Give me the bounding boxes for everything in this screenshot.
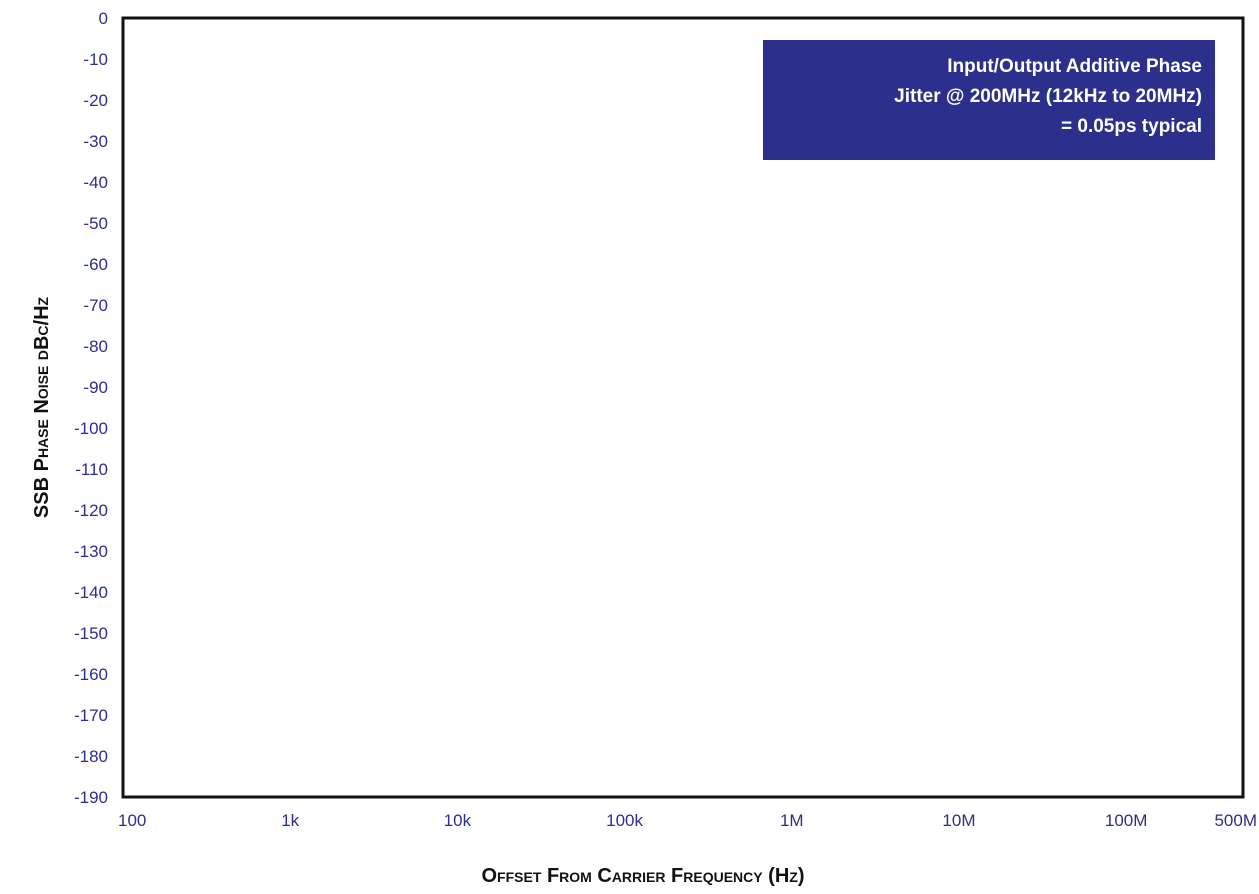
x-tick-label: 1k xyxy=(281,811,299,830)
x-tick-label: 1M xyxy=(780,811,804,830)
plot-border xyxy=(121,16,1245,799)
y-tick-label: -40 xyxy=(83,173,108,192)
y-tick-label: -140 xyxy=(74,583,108,602)
x-axis-ticks: 100 1k 10k 100k 1M 10M 100M 500M xyxy=(118,811,1257,830)
y-tick-label: -190 xyxy=(74,788,108,807)
y-tick-label: -90 xyxy=(83,378,108,397)
x-tick-label: 100k xyxy=(606,811,643,830)
y-tick-label: -180 xyxy=(74,747,108,766)
y-tick-label: -20 xyxy=(83,91,108,110)
y-tick-label: -100 xyxy=(74,419,108,438)
annotation-line-1: Input/Output Additive Phase xyxy=(947,56,1202,77)
x-tick-label: 10k xyxy=(444,811,472,830)
annotation-background xyxy=(763,40,1215,160)
x-tick-label: 100 xyxy=(118,811,146,830)
y-tick-label: -60 xyxy=(83,255,108,274)
y-tick-label: -70 xyxy=(83,296,108,315)
plot-area xyxy=(121,16,1245,799)
y-tick-label: -10 xyxy=(83,50,108,69)
y-tick-label: -150 xyxy=(74,624,108,643)
annotation-line-3: = 0.05ps typical xyxy=(1061,116,1202,137)
x-tick-label: 500M xyxy=(1214,811,1257,830)
y-tick-label: -30 xyxy=(83,132,108,151)
y-tick-label: -80 xyxy=(83,337,108,356)
y-tick-label: -50 xyxy=(83,214,108,233)
x-tick-label: 100M xyxy=(1105,811,1148,830)
y-tick-label: -120 xyxy=(74,501,108,520)
y-tick-label: -110 xyxy=(75,460,108,479)
annotation-box: Input/Output Additive Phase Jitter @ 200… xyxy=(763,40,1215,160)
y-tick-label: -170 xyxy=(74,706,108,725)
x-axis-title: Offset From Carrier Frequency (Hz) xyxy=(482,865,805,887)
y-tick-label: 0 xyxy=(99,9,108,28)
y-tick-label: -160 xyxy=(74,665,108,684)
annotation-line-2: Jitter @ 200MHz (12kHz to 20MHz) xyxy=(894,86,1202,107)
y-axis-ticks: 0 -10 -20 -30 -40 -50 -60 -70 -80 -90 -100 -110 -120… xyxy=(74,9,108,807)
y-axis-title: SSB Phase Noise dBc/Hz xyxy=(31,296,53,518)
y-tick-label: -130 xyxy=(74,542,108,561)
x-tick-label: 10M xyxy=(942,811,975,830)
